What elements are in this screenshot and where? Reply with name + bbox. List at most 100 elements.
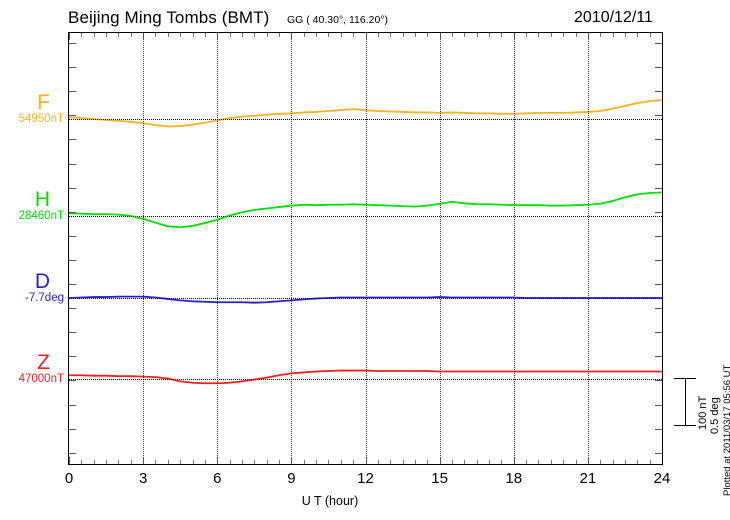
x-axis-tick (575, 33, 577, 37)
x-tick-label-18: 18 (505, 470, 523, 487)
observation-date: 2010/12/11 (574, 9, 653, 26)
x-axis-tick (291, 33, 293, 40)
x-axis-tick (266, 33, 268, 37)
x-tick-label-3: 3 (138, 470, 148, 487)
x-axis-tick (612, 33, 614, 37)
gridline-vertical (291, 33, 293, 464)
scale-bar-nt-label: 100 nT (697, 395, 709, 430)
x-tick-label-15: 15 (431, 470, 448, 487)
y-axis-tick (69, 284, 76, 285)
x-axis-tick (464, 33, 466, 37)
component-letter-z: Z (37, 351, 50, 374)
x-axis-tick (612, 460, 614, 464)
x-axis-tick (328, 33, 330, 37)
y-axis-tick (69, 115, 76, 117)
x-axis-tick (464, 460, 466, 464)
x-axis-tick (155, 460, 157, 464)
x-axis-tick (303, 460, 305, 464)
y-axis-tick (69, 235, 76, 237)
geo-coords-value: ( 40.30°, 116.20°) (306, 14, 389, 26)
scale-bar (685, 378, 686, 425)
scale-bar-top-cap (674, 378, 696, 379)
component-value-z: 47000nT (18, 373, 64, 385)
x-axis-tick (414, 460, 416, 464)
x-axis-tick (365, 33, 367, 40)
x-axis-tick (587, 33, 589, 40)
baseline-h (69, 216, 662, 217)
x-axis-tick (402, 460, 404, 464)
x-tick-label-9: 9 (287, 470, 296, 487)
x-axis-tick (143, 457, 145, 464)
x-axis-tick (513, 457, 515, 464)
x-axis-tick (538, 33, 540, 37)
y-axis-tick (655, 284, 662, 285)
x-axis-tick (279, 460, 281, 464)
x-axis-tick (390, 460, 392, 464)
x-tick-label-12: 12 (357, 470, 374, 487)
x-tick-label-24: 24 (653, 470, 671, 487)
y-axis-tick (655, 308, 662, 310)
y-axis-tick (69, 308, 76, 310)
x-axis-tick (192, 33, 194, 37)
y-axis-tick (655, 43, 662, 44)
component-letter-f: F (37, 91, 50, 114)
x-axis-tick (180, 460, 182, 464)
x-axis-tick (649, 33, 651, 37)
gridline-vertical (143, 33, 145, 464)
y-axis-tick (69, 43, 76, 44)
plot-inner (69, 33, 662, 464)
x-axis-tick (439, 33, 441, 40)
x-axis-tick (451, 33, 453, 37)
x-axis-tick (229, 33, 231, 37)
x-axis-tick (204, 33, 206, 37)
x-axis-tick (118, 460, 120, 464)
x-axis-tick (390, 33, 392, 37)
x-axis-tick (427, 33, 429, 37)
x-axis-tick (303, 33, 305, 37)
y-axis-tick (69, 356, 76, 358)
page-title: Beijing Ming Tombs (BMT) (68, 8, 270, 27)
x-axis-tick (155, 33, 157, 37)
y-axis-tick (655, 259, 662, 261)
y-axis-tick (655, 356, 662, 358)
x-axis-tick (217, 33, 219, 40)
x-axis-tick (106, 33, 108, 37)
x-axis-tick (192, 460, 194, 464)
y-axis-tick (655, 332, 662, 334)
x-axis-tick (93, 460, 95, 464)
baseline-d (69, 298, 662, 299)
y-axis-tick (655, 163, 662, 165)
x-axis-tick (316, 460, 318, 464)
x-axis-tick (69, 457, 70, 464)
x-axis-tick (130, 33, 132, 37)
gridline-vertical (217, 33, 219, 464)
scale-bar-deg-label: 0.5 deg (709, 397, 721, 434)
y-axis-tick (69, 139, 76, 141)
x-axis-tick (526, 460, 528, 464)
x-axis-tick (93, 33, 95, 37)
x-axis-tick (427, 460, 429, 464)
y-axis-tick (69, 187, 76, 189)
x-axis-tick (550, 33, 552, 37)
y-axis-tick (69, 259, 76, 261)
y-axis-tick (69, 332, 76, 334)
y-axis-tick (655, 67, 662, 69)
x-axis-tick (563, 33, 565, 37)
y-axis-tick (69, 404, 76, 406)
y-axis-tick (655, 115, 662, 117)
x-axis-tick (550, 460, 552, 464)
x-axis-tick (513, 33, 515, 40)
x-tick-label-21: 21 (579, 470, 597, 487)
x-axis-tick (402, 33, 404, 37)
x-axis-tick (649, 460, 651, 464)
x-axis-tick (501, 33, 503, 37)
geographic-coordinates: GG ( 40.30°, 116.20°) (287, 14, 388, 26)
x-axis-tick (624, 460, 626, 464)
y-axis-tick (655, 211, 662, 213)
x-axis-tick (130, 460, 132, 464)
x-axis-tick (377, 33, 379, 37)
x-axis-tick (587, 457, 589, 464)
y-axis-tick (69, 380, 76, 382)
y-axis-tick (655, 428, 662, 430)
x-axis-tick (291, 457, 293, 464)
